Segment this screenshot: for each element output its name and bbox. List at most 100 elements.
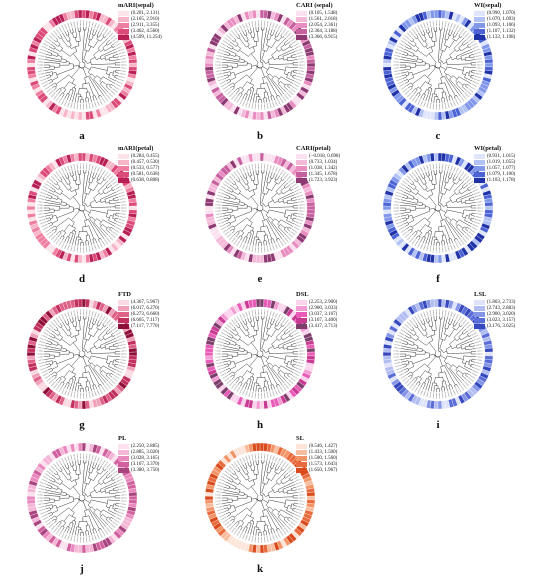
legend-range: (6.665, 7.117): [131, 317, 160, 323]
ring-segment: [255, 9, 261, 19]
legend-range: (3.366, 6.915): [309, 34, 338, 40]
legend-item: (1.500, 1.560): [296, 456, 337, 462]
ring-segment: [204, 209, 214, 215]
legend-range: (2.250, 2.885): [131, 443, 160, 449]
legend-range: (1.093, 1.106): [487, 22, 516, 28]
legend: WI(sepal) (0.990, 1.070) (1.070, 1.093) (1.…: [474, 2, 515, 41]
tree-branches: [222, 27, 298, 103]
legend-swatch: [296, 300, 307, 306]
legend-title: FTD: [118, 291, 131, 298]
legend-item: (1.345, 1.678): [296, 172, 340, 178]
ring-segment: [484, 201, 494, 207]
legend-item: (0.105, 1.548): [296, 11, 337, 17]
ring-segment: [259, 400, 265, 410]
legend: mARI(petal) (0.284, 0.455) (0.457, 0.530)(…: [118, 145, 160, 184]
circular-tree: [382, 9, 494, 121]
legend-item: (1.723, 3.923): [296, 178, 340, 184]
legend-swatch: [296, 318, 307, 324]
legend-range: (2.885, 3.020): [131, 449, 160, 455]
legend-swatch: [296, 462, 307, 468]
legend-item: (3.028, 3.165): [118, 456, 159, 462]
ring-segment: [26, 499, 36, 505]
ring-segment: [306, 58, 316, 64]
legend-swatch: [474, 172, 485, 178]
legend-swatch: [118, 324, 129, 330]
legend-item: (0.546, 1.427): [296, 444, 337, 450]
ring-segment: [484, 347, 494, 353]
legend-range: (3.462, 4.560): [131, 28, 160, 34]
legend-range: (2.900, 3.020): [487, 311, 516, 317]
ring-segment: [128, 495, 138, 501]
legend-item: (3.037, 3.167): [296, 312, 337, 318]
panel-j: PL (2.250, 2.885) (2.885, 3.020) (3.028, 3.…: [22, 435, 202, 582]
legend-swatch: [118, 23, 129, 29]
circular-tree: [26, 152, 138, 264]
legend-item: (1.093, 1.106): [474, 23, 515, 29]
legend-item: (1.573, 1.643): [296, 462, 337, 468]
legend-range: (6.017, 6.270): [131, 305, 160, 311]
legend-range: (1.433, 1.500): [309, 449, 338, 455]
panel-i: LSL (1.803, 2.733) (2.743, 2.883) (2.900, 3…: [378, 291, 550, 438]
panel-letter: k: [256, 563, 264, 575]
legend-swatch: [474, 324, 485, 330]
legend-range: (0.201, 2.131): [131, 10, 160, 16]
legend-item: (7.117, 7.770): [118, 324, 159, 330]
legend-swatch: [296, 178, 307, 184]
tree-branches: [44, 460, 120, 536]
legend: WI(petal) (0.931, 1.015) (1.019, 1.055) (1.…: [474, 145, 516, 184]
ring-segment: [128, 201, 138, 207]
legend-range: (0.284, 0.455): [131, 153, 160, 159]
legend-swatch: [118, 318, 129, 324]
legend-item: (1.057, 1.077): [474, 166, 515, 172]
legend: mARI(sepal) (0.201, 2.131) (2.165, 2.910)(…: [118, 2, 162, 41]
legend-range: (0.533, 0.577): [131, 165, 160, 171]
panel-g: FTD (4.367, 5.967) (6.017, 6.270) (6.273, 6…: [22, 291, 202, 438]
legend-swatch: [296, 312, 307, 318]
ring-segment: [484, 58, 494, 64]
legend-item: (3.023, 3.157): [474, 318, 515, 324]
legend-item: (1.650, 1.967): [296, 468, 337, 474]
leaf-labels: [393, 309, 483, 399]
legend: PL (2.250, 2.885) (2.885, 3.020) (3.028, 3.…: [118, 435, 160, 474]
legend-title: CARI(petal): [296, 145, 331, 152]
legend-range: (0.457, 0.530): [131, 159, 160, 165]
legend-range: (1.345, 1.678): [309, 171, 338, 177]
ring-segment: [26, 351, 36, 357]
legend: FTD (4.367, 5.967) (6.017, 6.270) (6.273, 6…: [118, 291, 160, 330]
legend-range: (1.057, 1.077): [487, 165, 516, 171]
legend-title: LSL: [474, 291, 487, 298]
panel-k: SL (0.546, 1.427) (1.433, 1.500) (1.500, 1.…: [200, 435, 380, 582]
legend-swatch: [296, 17, 307, 23]
tree-branches: [222, 460, 298, 536]
legend-range: (1.079, 1.100): [487, 171, 516, 177]
trait-ring: [204, 298, 316, 410]
ring-segment: [484, 205, 494, 211]
legend-swatch: [474, 312, 485, 318]
legend-range: (3.417, 3.713): [309, 323, 338, 329]
ring-segment: [255, 152, 261, 162]
legend-item: (3.380, 3.750): [118, 468, 159, 474]
panel-h: DSL (2.253, 2.900) (2.900, 3.033) (3.037, 3…: [200, 291, 380, 438]
ring-segment: [306, 491, 316, 497]
legend-range: (3.028, 3.165): [131, 455, 160, 461]
legend-swatch: [296, 35, 307, 41]
panel-letter: g: [79, 419, 85, 431]
legend-title: DSL: [296, 291, 309, 298]
legend-item: (4.599, 11.254): [118, 35, 162, 41]
legend-range: (0.990, 1.070): [487, 10, 516, 16]
legend-swatch: [296, 306, 307, 312]
legend-item: (2.900, 3.033): [296, 306, 337, 312]
legend-item: (0.990, 1.070): [474, 11, 515, 17]
tree-branches: [400, 170, 476, 246]
leaf-labels: [215, 163, 305, 253]
legend-title: mARI(petal): [118, 145, 154, 152]
panel-b: CARI (sepal) (0.105, 1.548) (1.561, 2.018)…: [200, 2, 380, 149]
circular-tree: [204, 9, 316, 121]
legend-swatch: [296, 11, 307, 17]
legend-item: (2.165, 2.910): [118, 17, 162, 23]
ring-segment: [433, 152, 439, 162]
legend-swatch: [118, 178, 129, 184]
ring-segment: [81, 254, 87, 264]
legend-range: (0.931, 1.015): [487, 153, 516, 159]
legend-swatch: [296, 456, 307, 462]
